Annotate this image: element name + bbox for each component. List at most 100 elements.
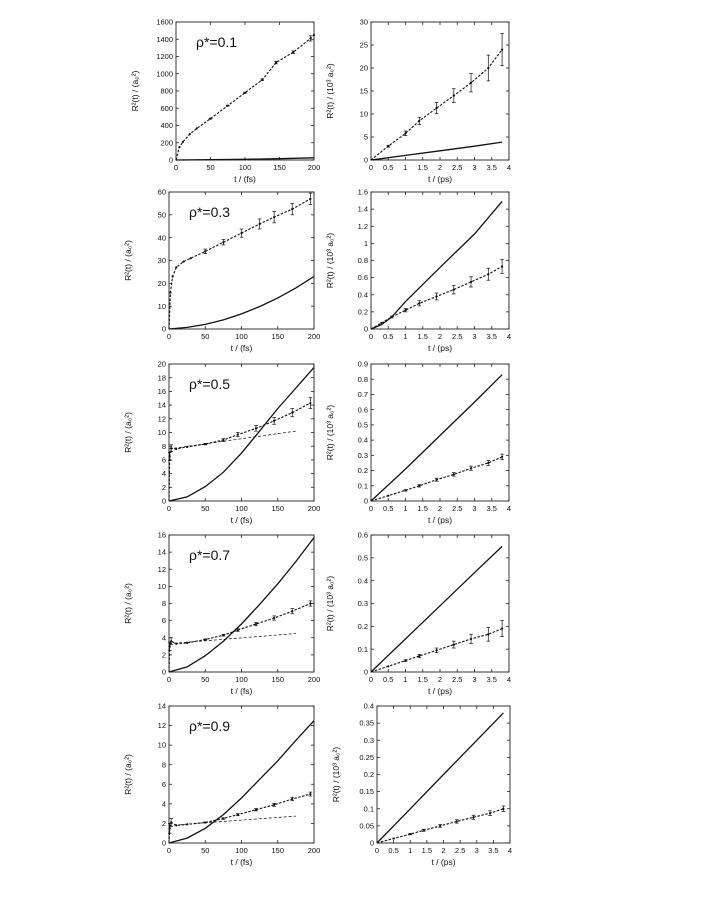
y-tick-label: 15 [360,87,368,96]
y-tick-label: 0.8 [358,256,368,265]
x-tick-label: 2.5 [455,846,465,855]
density-annotation: ρ*=0.9 [189,718,230,734]
x-axis-label: t / (fs) [231,686,253,696]
x-tick-label: 100 [235,332,248,341]
y-tick-label: 0.05 [359,821,374,830]
x-tick-label: 3.5 [487,504,497,513]
x-tick-label: 4 [507,163,511,172]
data-point [182,260,185,263]
chart-panel-1: 0 50 100 150 200 0 200 400 600 800 1000 1200 1400 160… [130,18,320,184]
y-tick-label: 0.3 [364,736,374,745]
y-tick-label: 2 [162,483,166,492]
y-tick-label: 0 [364,497,368,506]
y-tick-label: 0.6 [358,405,368,414]
y-tick-label: 1.2 [358,222,368,231]
x-tick-label: 1.5 [418,675,428,684]
y-tick-label: 6 [162,616,166,625]
y-tick-label: 5 [364,133,368,142]
x-tick-label: 1 [408,846,412,855]
data-point [169,291,172,294]
x-tick-label: 100 [235,846,248,855]
x-tick-label: 3 [475,846,479,855]
y-tick-label: 0 [162,497,166,506]
y-tick-label: 0.5 [358,553,368,562]
x-tick-label: 1.5 [418,332,428,341]
y-axis-label: R²(t) / (a₀²) [123,240,133,281]
y-tick-label: 0.6 [358,273,368,282]
y-tick-label: 6 [162,780,166,789]
y-tick-label: 4 [162,469,166,478]
x-tick-label: 0 [167,504,171,513]
y-tick-label: 0.4 [358,436,368,445]
data-point [189,257,192,260]
x-tick-label: 1.5 [418,163,428,172]
x-tick-label: 0 [369,675,373,684]
data-point [175,266,178,269]
x-axis-label: t / (fs) [234,174,256,184]
x-tick-label: 4 [508,846,512,855]
y-tick-label: 10 [360,110,368,119]
y-tick-label: 4 [162,633,166,642]
series-line-thin-dashed [168,815,296,826]
y-axis-label: R²(t) / (10³ a₀²) [325,405,335,461]
y-tick-label: 10 [158,302,166,311]
x-axis-label: t / (ps) [428,174,452,184]
y-tick-label: 1000 [156,69,173,78]
y-axis-label: R²(t) / (10³ a₀²) [325,576,335,632]
x-axis-label: t / (fs) [231,857,253,867]
y-tick-label: 50 [158,210,166,219]
y-tick-label: 0.2 [358,622,368,631]
data-point [171,275,174,278]
x-axis-label: t / (ps) [428,515,452,525]
x-tick-label: 0.5 [383,504,393,513]
y-tick-label: 0 [364,325,368,334]
x-tick-label: 3.5 [487,332,497,341]
x-axis-label: t / (ps) [431,857,455,867]
y-tick-label: 30 [360,18,368,27]
x-tick-label: 2.5 [452,332,462,341]
series-line-solid [370,200,503,330]
x-axis-label: t / (ps) [428,686,452,696]
density-annotation: ρ*=0.3 [189,204,230,220]
y-tick-label: 0.4 [358,576,368,585]
x-tick-label: 3.5 [488,846,498,855]
x-tick-label: 50 [201,504,209,513]
x-tick-label: 150 [271,846,284,855]
x-tick-label: 3 [472,504,476,513]
y-tick-label: 1200 [156,52,173,61]
y-tick-label: 14 [158,702,166,711]
y-tick-label: 400 [160,121,173,130]
x-tick-label: 0.5 [388,846,398,855]
chart-panel-9: 0 50 100 150 200 0 2 4 6 8 10 12 14 t / (fs) R²(t) / (… [123,702,320,867]
y-tick-label: 0.1 [364,804,374,813]
y-tick-label: 25 [360,41,368,50]
series-line-solid [168,275,315,330]
x-tick-label: 2 [441,846,445,855]
x-tick-label: 0 [369,332,373,341]
y-tick-label: 200 [160,138,173,147]
x-tick-label: 0.5 [383,675,393,684]
y-tick-label: 0.15 [359,787,374,796]
y-tick-label: 20 [158,360,166,369]
data-point [188,133,191,136]
x-tick-label: 2 [438,332,442,341]
x-tick-label: 0 [167,846,171,855]
x-tick-label: 4 [507,332,511,341]
x-axis-label: t / (fs) [231,515,253,525]
x-tick-label: 0.5 [383,332,393,341]
series-line-solid [168,720,315,844]
x-tick-label: 3.5 [487,675,497,684]
y-axis-label: R²(t) / (10³ a₀²) [331,747,341,803]
y-tick-label: 0.3 [358,599,368,608]
series-line-solid [370,545,503,673]
y-tick-label: 30 [158,256,166,265]
series-line-dashed-markers [168,793,311,844]
x-tick-label: 0.5 [383,163,393,172]
x-tick-label: 150 [271,332,284,341]
x-tick-label: 200 [308,675,321,684]
x-tick-label: 4 [507,504,511,513]
x-tick-label: 0 [375,846,379,855]
y-tick-label: 0 [364,156,368,165]
y-tick-label: 0 [169,156,173,165]
x-tick-label: 50 [201,675,209,684]
